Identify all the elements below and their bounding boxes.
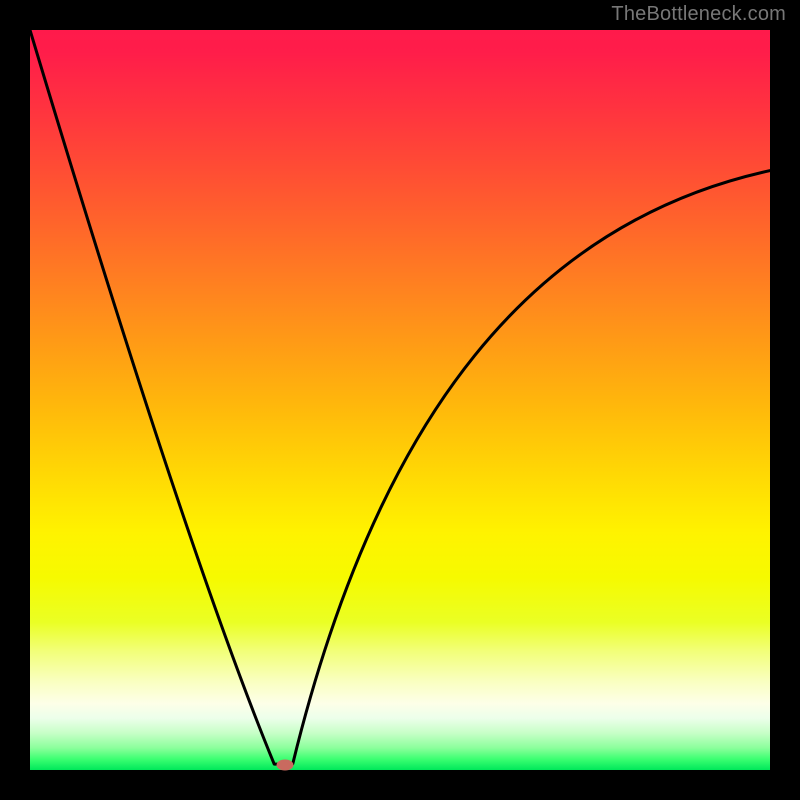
source-watermark: TheBottleneck.com [611,3,786,26]
plot-frame [30,30,770,770]
gradient-background [30,30,770,770]
optimal-point-marker [277,760,294,771]
